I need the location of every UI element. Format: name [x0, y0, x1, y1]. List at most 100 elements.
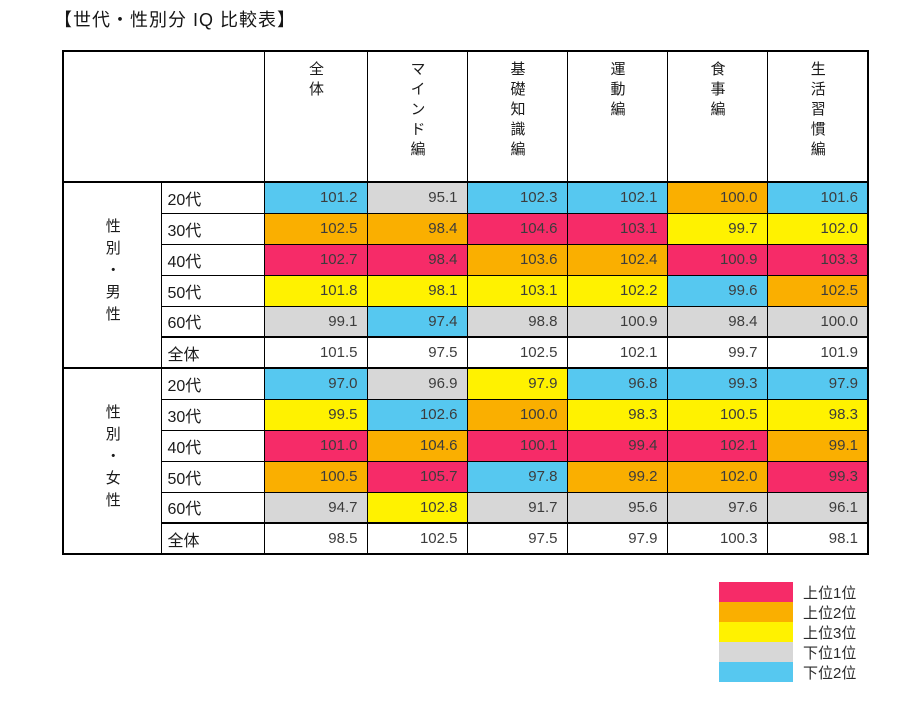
value-cell: 101.2 [263, 181, 368, 214]
value-cell: 101.9 [766, 336, 869, 369]
rank-legend: 上位1位 上位2位上位3位下位1位下位2位 [719, 582, 856, 682]
row-label: 20代 [160, 367, 265, 400]
column-header-0: 全体 [263, 50, 368, 183]
value-cell: 100.1 [466, 429, 568, 462]
value-cell: 99.7 [666, 336, 768, 369]
legend-label: 上位3位 [803, 624, 857, 642]
value-cell: 98.5 [263, 522, 368, 555]
value-cell: 98.1 [766, 522, 869, 555]
value-cell: 100.5 [666, 398, 768, 431]
legend-swatch-top3 [719, 622, 793, 642]
value-cell: 102.5 [263, 212, 368, 245]
value-cell: 94.7 [263, 491, 368, 524]
group-label-1: 性別・女性 [62, 367, 162, 555]
value-cell: 102.3 [466, 181, 568, 214]
value-cell: 102.2 [566, 274, 668, 307]
legend-swatch-top1 [719, 582, 793, 602]
value-cell: 97.9 [566, 522, 668, 555]
legend-item: 下位1位 [719, 642, 856, 662]
value-cell: 103.6 [466, 243, 568, 276]
value-cell: 96.1 [766, 491, 869, 524]
table-row: 30代 102.5 98.4 104.6 103.1 99.7 102.0 [63, 212, 869, 245]
legend-swatch-top2 [719, 602, 793, 622]
table-row: 50代 101.8 98.1 103.1 102.2 99.6 102.5 [63, 274, 869, 307]
column-header-label: マインド編 [408, 61, 426, 161]
table-row: 性別・男性 20代 101.2 95.1 102.3 102.1 100.0 101.6 [62, 181, 869, 369]
row-label: 60代 [160, 305, 265, 338]
value-cell: 98.4 [666, 305, 768, 338]
legend-label: 下位1位 [803, 644, 857, 662]
value-cell: 95.1 [366, 181, 468, 214]
value-cell: 99.3 [766, 460, 869, 493]
value-cell: 99.5 [263, 398, 368, 431]
value-cell: 102.1 [666, 429, 768, 462]
value-cell: 100.0 [766, 305, 869, 338]
table-row: 40代 102.7 98.4 103.6 102.4 100.9 103.3 [63, 243, 869, 276]
value-cell: 105.7 [366, 460, 468, 493]
value-cell: 99.6 [666, 274, 768, 307]
value-cell: 102.5 [766, 274, 869, 307]
value-cell: 97.5 [366, 336, 468, 369]
value-cell: 103.1 [566, 212, 668, 245]
table-row: 全体 101.5 97.5 102.5 102.1 99.7 101.9 [63, 336, 869, 369]
corner-cell [62, 50, 265, 183]
value-cell: 102.0 [666, 460, 768, 493]
value-cell: 99.3 [666, 367, 768, 400]
legend-swatch-bottom2 [719, 662, 793, 682]
row-label: 30代 [160, 398, 265, 431]
value-cell: 104.6 [366, 429, 468, 462]
value-cell: 99.2 [566, 460, 668, 493]
value-cell: 102.5 [466, 336, 568, 369]
value-cell: 96.9 [366, 367, 468, 400]
value-cell: 102.5 [366, 522, 468, 555]
value-cell: 100.9 [666, 243, 768, 276]
value-cell: 97.4 [366, 305, 468, 338]
table-row: 50代 100.5 105.7 97.8 99.2 102.0 99.3 [63, 460, 869, 493]
table-row: 40代 101.0 104.6 100.1 99.4 102.1 99.1 [63, 429, 869, 462]
legend-item: 上位3位 [719, 622, 856, 642]
value-cell: 100.0 [466, 398, 568, 431]
value-cell: 98.3 [766, 398, 869, 431]
value-cell: 102.4 [566, 243, 668, 276]
row-label: 40代 [160, 243, 265, 276]
value-cell: 102.0 [766, 212, 869, 245]
row-label: 30代 [160, 212, 265, 245]
column-header-label: 全体 [307, 61, 324, 101]
row-label: 40代 [160, 429, 265, 462]
value-cell: 102.8 [366, 491, 468, 524]
value-cell: 103.1 [466, 274, 568, 307]
value-cell: 98.1 [366, 274, 468, 307]
value-cell: 100.3 [666, 522, 768, 555]
row-label: 20代 [160, 181, 265, 214]
group-label-text: 性別・女性 [103, 403, 121, 514]
value-cell: 99.1 [766, 429, 869, 462]
column-header-label: 生活習慣編 [808, 61, 826, 161]
value-cell: 100.0 [666, 181, 768, 214]
table-row: 60代 99.1 97.4 98.8 100.9 98.4 100.0 [63, 305, 869, 338]
legend-item: 上位1位 [719, 582, 856, 602]
iq-comparison-table: 全体 マインド編 基礎知識編 運動編 食事編 生活習慣編 性別・男性 20代 101.2 95.… [62, 50, 869, 555]
value-cell: 97.9 [466, 367, 568, 400]
value-cell: 102.6 [366, 398, 468, 431]
legend-item: 上位2位 [719, 602, 856, 622]
table-row: 性別・女性 20代 97.0 96.9 97.9 96.8 99.3 97.9 [62, 367, 869, 555]
value-cell: 91.7 [466, 491, 568, 524]
value-cell: 98.3 [566, 398, 668, 431]
value-cell: 99.1 [263, 305, 368, 338]
value-cell: 104.6 [466, 212, 568, 245]
value-cell: 98.8 [466, 305, 568, 338]
row-label: 50代 [160, 460, 265, 493]
value-cell: 97.9 [766, 367, 869, 400]
column-header-label: 基礎知識編 [508, 61, 526, 161]
legend-swatch-bottom1 [719, 642, 793, 662]
row-label: 全体 [160, 522, 265, 555]
value-cell: 99.7 [666, 212, 768, 245]
row-label: 全体 [160, 336, 265, 369]
page-title: 【世代・性別分 IQ 比較表】 [54, 10, 297, 30]
value-cell: 99.4 [566, 429, 668, 462]
header-row: 全体 マインド編 基礎知識編 運動編 食事編 生活習慣編 [62, 50, 869, 183]
column-header-3: 運動編 [566, 50, 668, 183]
legend-label: 下位2位 [803, 664, 857, 682]
value-cell: 97.8 [466, 460, 568, 493]
value-cell: 102.7 [263, 243, 368, 276]
